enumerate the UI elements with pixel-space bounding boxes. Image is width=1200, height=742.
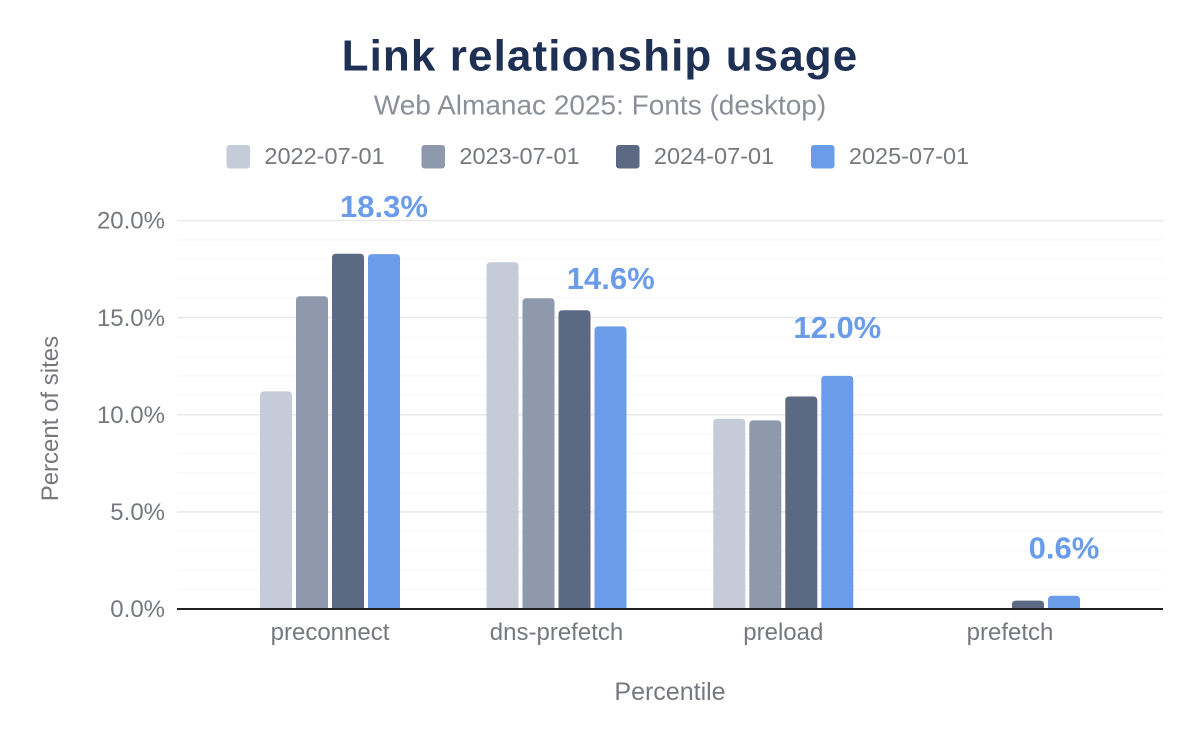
- svg-text:Web Almanac 2025: Fonts (deskt: Web Almanac 2025: Fonts (desktop): [374, 89, 826, 120]
- svg-text:0.6%: 0.6%: [1029, 531, 1100, 566]
- svg-text:Percentile: Percentile: [614, 678, 725, 706]
- svg-text:0.0%: 0.0%: [110, 596, 165, 623]
- svg-text:2025-07-01: 2025-07-01: [849, 143, 969, 169]
- svg-text:2022-07-01: 2022-07-01: [264, 143, 384, 169]
- svg-text:14.6%: 14.6%: [567, 261, 655, 296]
- svg-text:5.0%: 5.0%: [110, 499, 165, 526]
- svg-text:2023-07-01: 2023-07-01: [459, 143, 579, 169]
- svg-text:preload: preload: [743, 619, 823, 646]
- svg-text:15.0%: 15.0%: [97, 305, 165, 332]
- svg-text:20.0%: 20.0%: [97, 208, 165, 235]
- svg-text:Link relationship usage: Link relationship usage: [342, 32, 859, 81]
- svg-text:12.0%: 12.0%: [793, 310, 881, 345]
- svg-text:Percent of sites: Percent of sites: [37, 336, 64, 501]
- svg-text:10.0%: 10.0%: [97, 402, 165, 429]
- svg-text:18.3%: 18.3%: [340, 189, 428, 224]
- svg-text:2024-07-01: 2024-07-01: [654, 143, 774, 169]
- svg-text:preconnect: preconnect: [271, 619, 390, 646]
- svg-text:prefetch: prefetch: [967, 619, 1054, 646]
- svg-text:dns-prefetch: dns-prefetch: [490, 619, 623, 646]
